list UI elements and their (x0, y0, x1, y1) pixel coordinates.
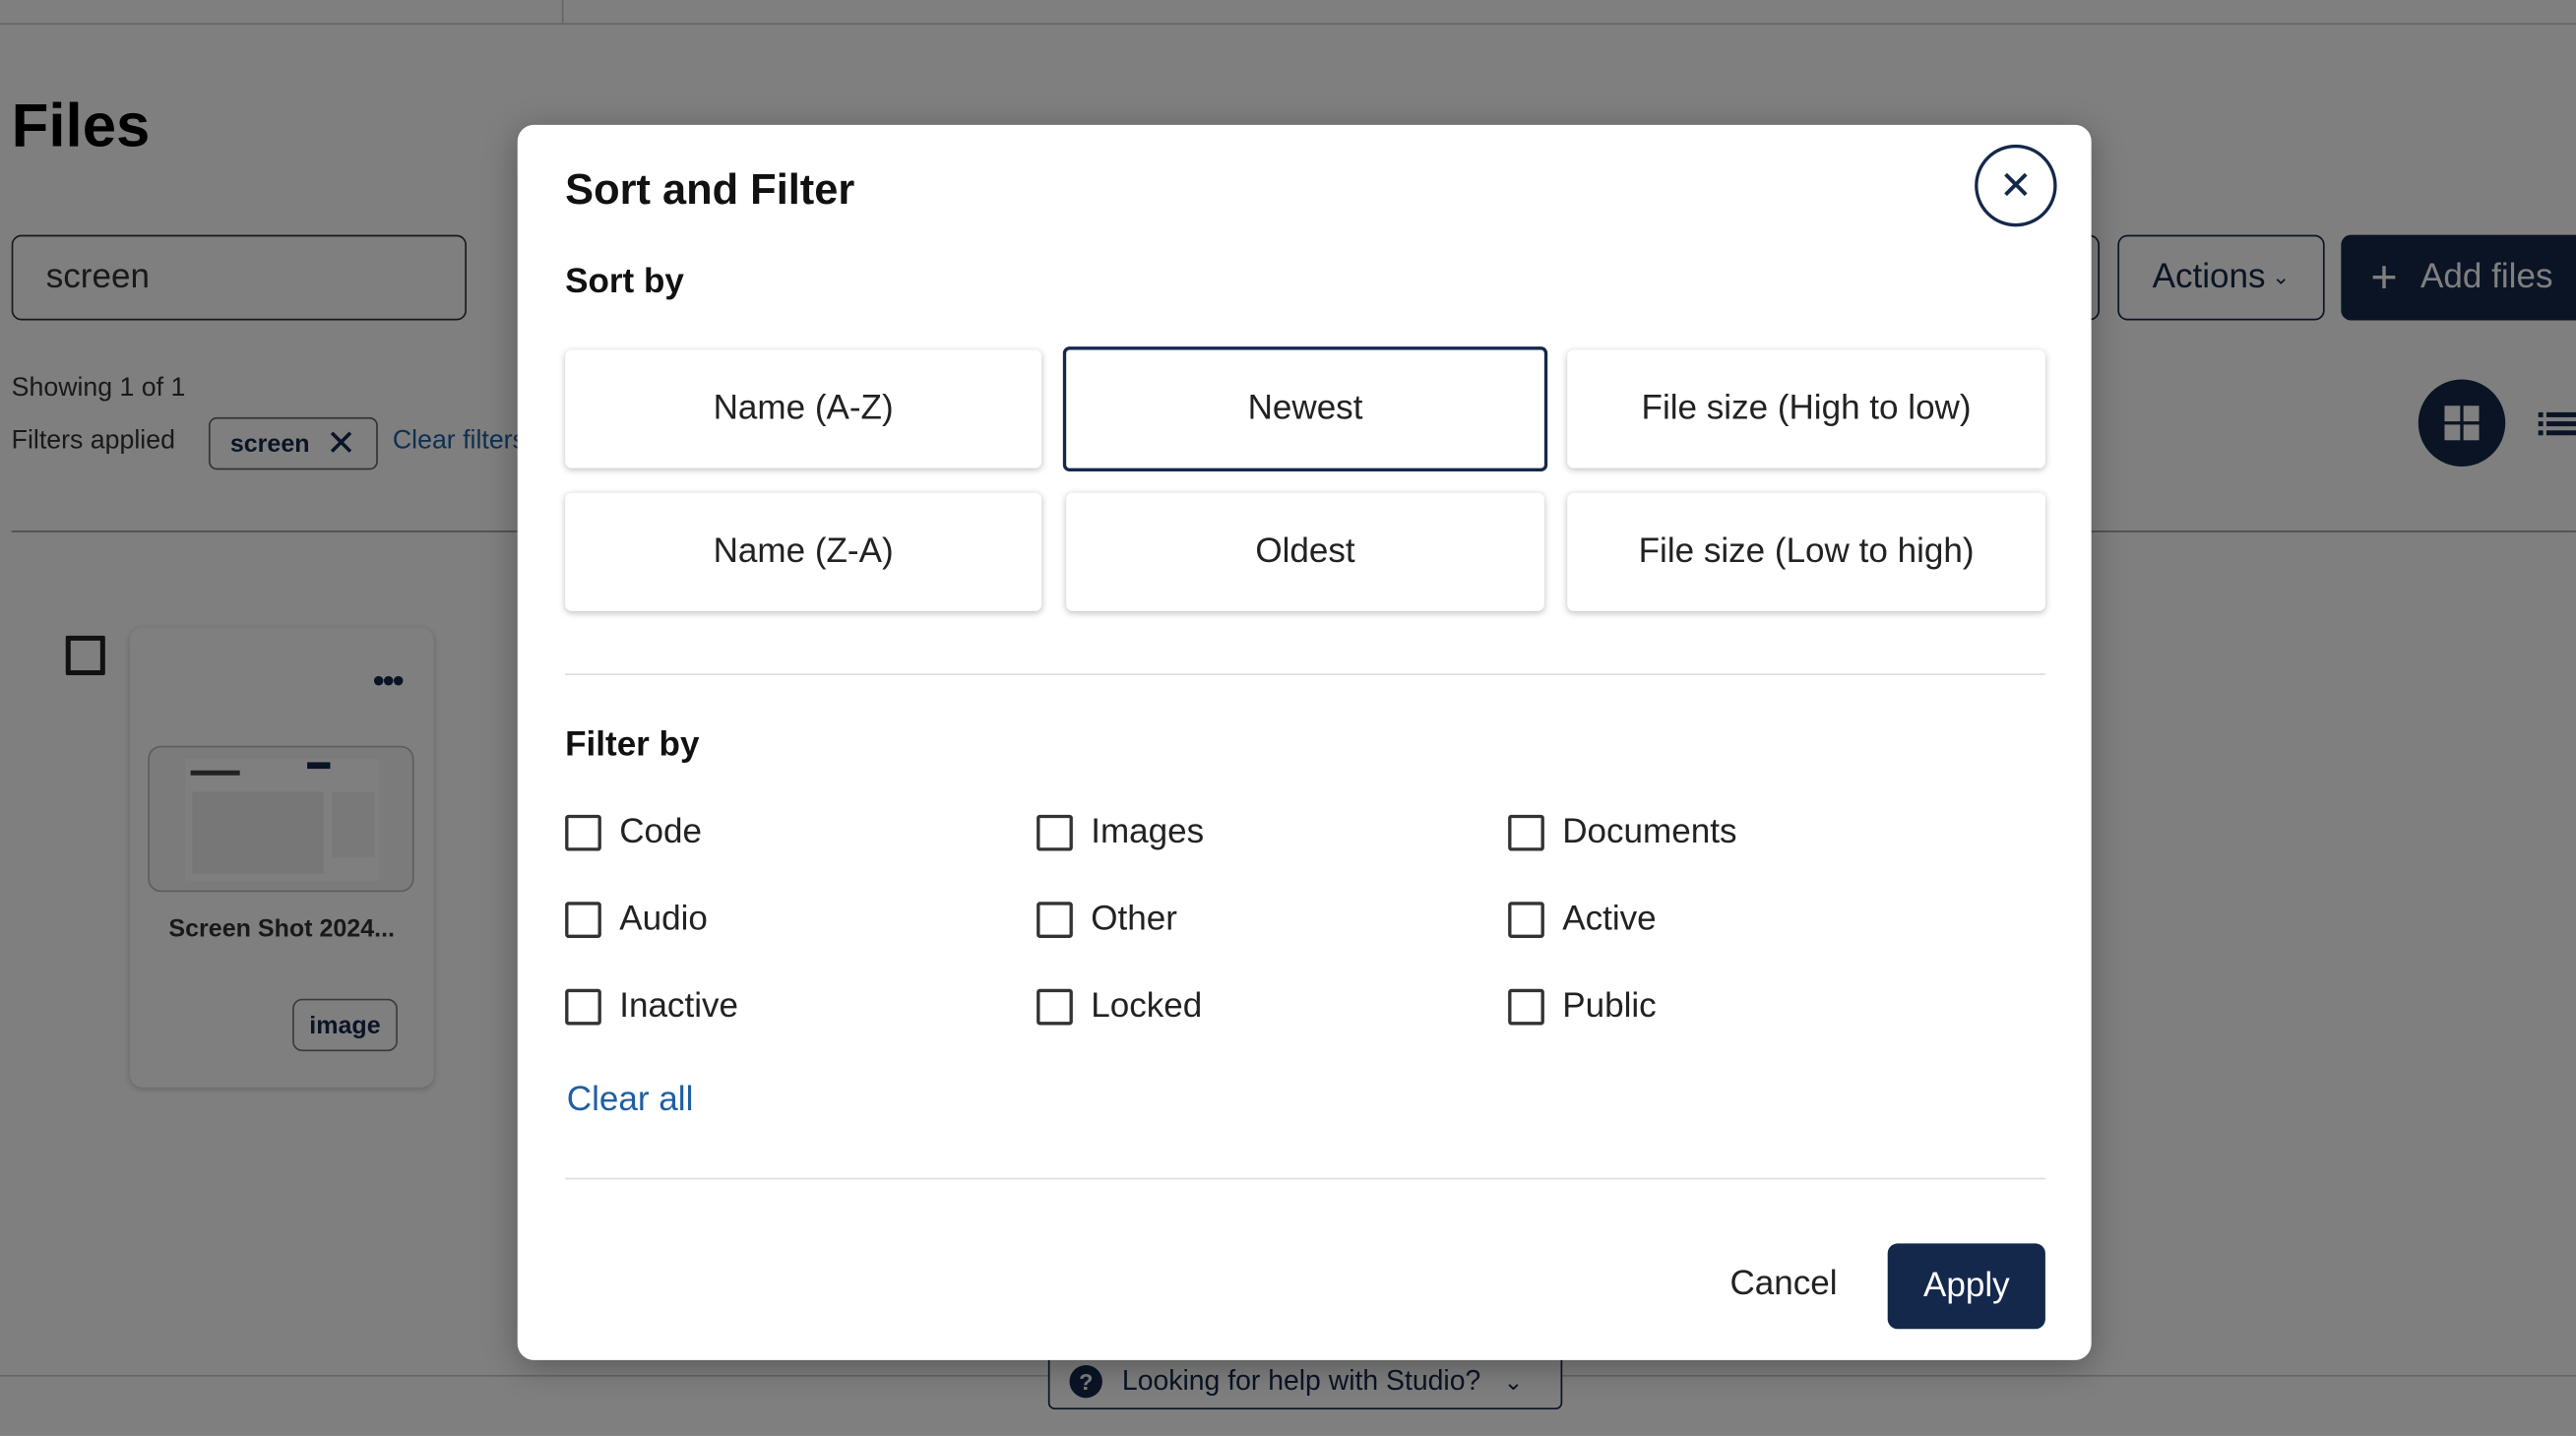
filter-audio[interactable]: Audio (565, 901, 708, 940)
sort-oldest[interactable]: Oldest (1066, 492, 1544, 611)
filter-public[interactable]: Public (1508, 987, 1657, 1027)
filter-label: Audio (619, 900, 708, 938)
filter-label: Code (619, 813, 703, 851)
sort-size-desc[interactable]: File size (High to low) (1567, 349, 2045, 468)
filter-active[interactable]: Active (1508, 901, 1657, 940)
close-button[interactable]: ✕ (1975, 144, 2057, 227)
filter-label: Inactive (619, 987, 739, 1026)
modal-title: Sort and Filter (565, 163, 855, 214)
filter-locked[interactable]: Locked (1037, 987, 1202, 1027)
filter-label: Documents (1562, 813, 1737, 851)
checkbox[interactable] (565, 988, 601, 1026)
clear-all-link[interactable]: Clear all (566, 1081, 694, 1119)
divider (565, 673, 2045, 675)
filter-other[interactable]: Other (1037, 901, 1177, 940)
filter-label: Active (1562, 900, 1657, 938)
filter-label: Images (1091, 813, 1205, 851)
sort-size-asc[interactable]: File size (Low to high) (1567, 492, 2045, 611)
checkbox[interactable] (1037, 988, 1073, 1026)
checkbox[interactable] (1508, 814, 1544, 851)
divider (565, 1177, 2045, 1180)
close-icon: ✕ (1999, 163, 2033, 209)
filter-images[interactable]: Images (1037, 813, 1204, 852)
cancel-button[interactable]: Cancel (1729, 1265, 1838, 1303)
filter-label: Other (1091, 900, 1177, 938)
filter-inactive[interactable]: Inactive (565, 987, 738, 1027)
checkbox[interactable] (565, 902, 601, 938)
sort-name-desc[interactable]: Name (Z-A) (565, 492, 1042, 611)
filter-by-heading: Filter by (565, 725, 700, 765)
checkbox[interactable] (1508, 902, 1544, 938)
checkbox[interactable] (1037, 902, 1073, 938)
checkbox[interactable] (1037, 814, 1073, 851)
checkbox[interactable] (565, 814, 601, 851)
filter-documents[interactable]: Documents (1508, 813, 1736, 852)
sort-filter-modal: Sort and Filter ✕ Sort by Name (A-Z) New… (517, 124, 2092, 1360)
sort-name-asc[interactable]: Name (A-Z) (565, 349, 1042, 468)
filter-label: Public (1562, 987, 1657, 1026)
sort-by-heading: Sort by (565, 263, 684, 301)
filter-label: Locked (1091, 987, 1203, 1026)
sort-newest[interactable]: Newest (1062, 346, 1548, 472)
apply-button[interactable]: Apply (1887, 1243, 2045, 1330)
checkbox[interactable] (1508, 988, 1544, 1026)
filter-code[interactable]: Code (565, 813, 702, 852)
